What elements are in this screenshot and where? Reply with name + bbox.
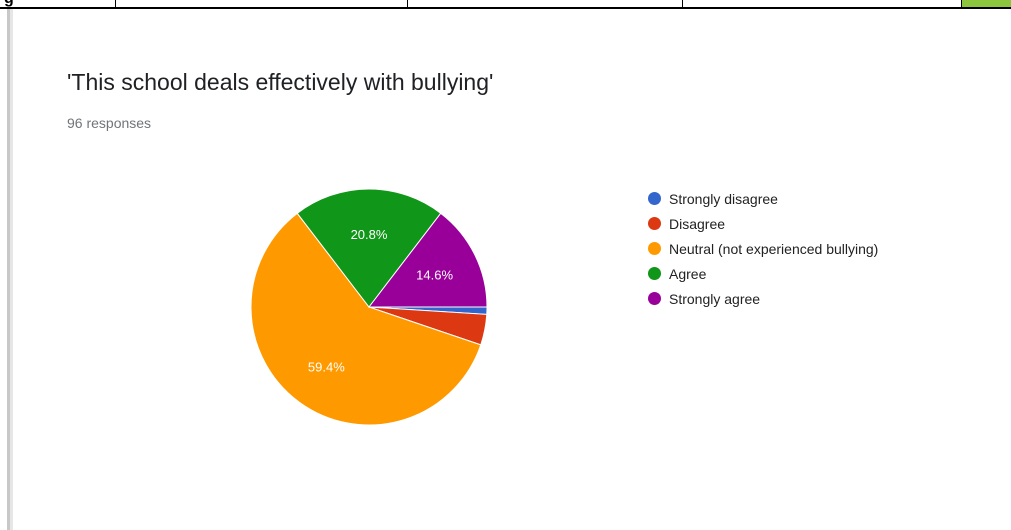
legend-swatch xyxy=(648,292,661,305)
legend-label: Neutral (not experienced bullying) xyxy=(669,240,879,257)
legend-item[interactable]: Strongly disagree xyxy=(648,186,878,211)
cell-text: g xyxy=(4,0,14,7)
legend-label: Strongly agree xyxy=(669,290,761,307)
legend-label: Disagree xyxy=(669,215,726,232)
legend-label: Agree xyxy=(669,265,707,282)
chart-legend: Strongly disagree Disagree Neutral (not ex… xyxy=(648,186,878,311)
response-count: 96 responses xyxy=(67,115,152,131)
pie-slice-agree xyxy=(296,188,442,308)
legend-swatch xyxy=(648,242,661,255)
pie-slice-neutral-not-experienced-bullying xyxy=(250,212,482,426)
legend-swatch xyxy=(648,217,661,230)
pie-data-label: 14.6% xyxy=(416,268,453,283)
legend-label: Strongly disagree xyxy=(669,190,778,207)
legend-item[interactable]: Agree xyxy=(648,261,878,286)
chart-card xyxy=(13,9,1011,530)
legend-swatch xyxy=(648,267,661,280)
card-left-border-shadow xyxy=(10,9,13,530)
pie-data-label: 59.4% xyxy=(308,359,345,374)
legend-item[interactable]: Strongly agree xyxy=(648,286,878,311)
legend-swatch xyxy=(648,192,661,205)
cell-divider xyxy=(961,0,962,9)
card-left-border xyxy=(7,9,10,530)
chart-title: 'This school deals effectively with bull… xyxy=(67,69,494,95)
legend-item[interactable]: Disagree xyxy=(648,211,878,236)
pie-slice-strongly-agree xyxy=(367,212,488,308)
legend-item[interactable]: Neutral (not experienced bullying) xyxy=(648,236,878,261)
pie-data-label: 20.8% xyxy=(351,227,388,242)
spreadsheet-row-strip: g xyxy=(0,0,1011,9)
highlighted-cell xyxy=(962,0,1011,7)
cell-divider xyxy=(115,0,116,9)
cell-divider xyxy=(682,0,683,9)
cell-divider xyxy=(407,0,408,9)
